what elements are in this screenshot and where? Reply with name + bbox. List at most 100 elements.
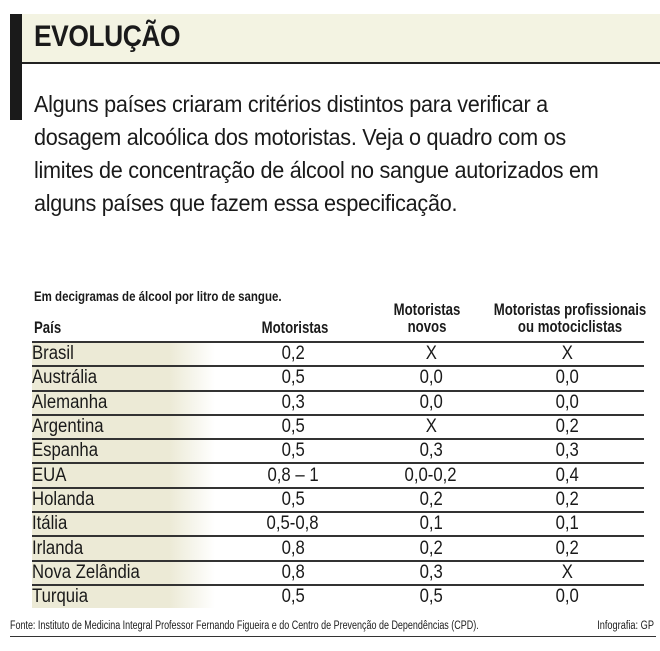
pro-drivers-cell-text: 0,0: [555, 586, 580, 608]
drivers-cell: 0,5: [215, 438, 371, 464]
country-cell-text: Espanha: [32, 440, 99, 462]
country-cell-text: Alemanha: [32, 391, 108, 413]
country-cell: EUA: [32, 462, 215, 488]
drivers-cell-text: 0,8: [281, 561, 305, 583]
header-new-line2: novos: [407, 318, 447, 336]
drivers-cell-text: 0,5: [281, 586, 305, 608]
drivers-cell: 0,8: [215, 535, 371, 561]
country-cell-text: Brasil: [32, 343, 74, 365]
intro-text: Alguns países criaram critérios distinto…: [34, 91, 599, 216]
pro-drivers-cell-text: 0,2: [555, 416, 580, 438]
accent-bar: [10, 14, 22, 120]
drivers-cell: 0,3: [215, 389, 371, 415]
pro-drivers-cell: 0,1: [491, 511, 644, 537]
new-drivers-cell: 0,3: [371, 438, 491, 464]
pro-drivers-cell-text: 0,0: [555, 391, 580, 413]
new-drivers-cell-text: X: [425, 343, 437, 365]
pro-drivers-cell-text: 0,3: [555, 440, 580, 462]
table-row: Espanha 0,5 0,3 0,3: [32, 438, 644, 464]
table-row: Irlanda 0,8 0,2 0,2: [32, 535, 644, 561]
header-pro-line2: ou motociclistas: [517, 318, 623, 336]
drivers-cell: 0,5: [215, 583, 371, 609]
new-drivers-cell-text: 0,0: [419, 391, 443, 413]
pro-drivers-cell: X: [491, 559, 644, 585]
country-cell: Nova Zelândia: [32, 559, 215, 585]
drivers-cell-text: 0,8 – 1: [267, 464, 319, 486]
source-note: Fonte: Instituto de Medicina Integral Pr…: [10, 620, 479, 632]
drivers-cell-text: 0,3: [281, 391, 305, 413]
table-row: Holanda 0,5 0,2 0,2: [32, 486, 644, 513]
country-cell: Alemanha: [32, 389, 215, 415]
pro-drivers-cell-text: 0,0: [555, 367, 580, 389]
title-band: [22, 14, 660, 64]
new-drivers-cell-text: 0,2: [419, 488, 443, 510]
pro-drivers-cell: 0,2: [491, 486, 644, 513]
country-cell: Espanha: [32, 438, 215, 464]
pro-drivers-cell: 0,2: [491, 413, 644, 440]
new-drivers-cell-text: 0,5: [419, 586, 443, 608]
country-cell-text: Itália: [32, 513, 68, 535]
pro-drivers-cell-text: X: [561, 561, 574, 583]
table-row: Alemanha 0,3 0,0 0,0: [32, 389, 644, 415]
country-cell-text: Turquia: [32, 586, 89, 608]
table-row: Nova Zelândia 0,8 0,3 X: [32, 559, 644, 585]
table-row: EUA 0,8 – 1 0,0-0,2 0,4: [32, 462, 644, 488]
pro-drivers-cell-text: X: [561, 343, 574, 365]
header-pro: Motoristas profissionais ou motociclistas: [490, 302, 650, 336]
drivers-cell: 0,5: [215, 365, 371, 391]
drivers-cell: 0,8: [215, 559, 371, 585]
new-drivers-cell-text: X: [425, 416, 437, 438]
drivers-cell: 0,5: [215, 486, 371, 513]
table-row: Brasil 0,2 X X: [32, 340, 644, 367]
limits-table: Brasil 0,2 X X Austrália 0,5 0,0 0,0 Alemanha 0,3…: [32, 340, 644, 609]
drivers-cell-text: 0,8: [281, 537, 305, 559]
table-row: Turquia 0,5 0,5 0,0: [32, 583, 644, 609]
country-cell-text: Argentina: [32, 416, 104, 438]
new-drivers-cell: 0,5: [371, 583, 491, 609]
header-new-line1: Motoristas: [393, 301, 461, 319]
country-cell-text: EUA: [32, 464, 67, 486]
drivers-cell: 0,8 – 1: [215, 462, 371, 488]
country-cell: Holanda: [32, 486, 215, 513]
table-row: Argentina 0,5 X 0,2: [32, 413, 644, 440]
pro-drivers-cell: X: [491, 340, 644, 367]
footer-divider: [10, 636, 656, 637]
new-drivers-cell: 0,0-0,2: [371, 462, 491, 488]
new-drivers-cell-text: 0,0: [419, 367, 443, 389]
header-drivers: Motoristas: [261, 319, 329, 337]
drivers-cell-text: 0,5-0,8: [266, 513, 320, 535]
country-cell: Turquia: [32, 583, 215, 609]
new-drivers-cell-text: 0,2: [419, 537, 443, 559]
header-new-drivers: Motoristas novos: [379, 302, 475, 336]
drivers-cell-text: 0,5: [281, 440, 305, 462]
country-cell: Itália: [32, 511, 215, 537]
country-cell-text: Holanda: [32, 488, 95, 510]
country-cell-text: Austrália: [32, 367, 98, 389]
pro-drivers-cell: 0,4: [491, 462, 644, 488]
pro-drivers-cell-text: 0,4: [555, 464, 580, 486]
new-drivers-cell: 0,0: [371, 365, 491, 391]
country-cell-text: Nova Zelândia: [32, 561, 140, 583]
pro-drivers-cell-text: 0,1: [555, 513, 580, 535]
pro-drivers-cell: 0,0: [491, 583, 644, 609]
table-row: Austrália 0,5 0,0 0,0: [32, 365, 644, 391]
drivers-cell: 0,5-0,8: [215, 511, 371, 537]
pro-drivers-cell-text: 0,2: [555, 488, 580, 510]
new-drivers-cell: 0,2: [371, 535, 491, 561]
country-cell: Irlanda: [32, 535, 215, 561]
pro-drivers-cell: 0,3: [491, 438, 644, 464]
new-drivers-cell-text: 0,0-0,2: [404, 464, 458, 486]
drivers-cell-text: 0,5: [281, 416, 305, 438]
country-cell: Brasil: [32, 340, 215, 367]
pro-drivers-cell: 0,0: [491, 389, 644, 415]
new-drivers-cell: 0,1: [371, 511, 491, 537]
country-cell: Argentina: [32, 413, 215, 440]
new-drivers-cell-text: 0,3: [419, 440, 443, 462]
drivers-cell: 0,5: [215, 413, 371, 440]
pro-drivers-cell-text: 0,2: [555, 537, 580, 559]
drivers-cell-text: 0,2: [281, 343, 305, 365]
drivers-cell-text: 0,5: [281, 488, 305, 510]
new-drivers-cell: X: [371, 340, 491, 367]
new-drivers-cell: 0,2: [371, 486, 491, 513]
new-drivers-cell-text: 0,1: [419, 513, 443, 535]
